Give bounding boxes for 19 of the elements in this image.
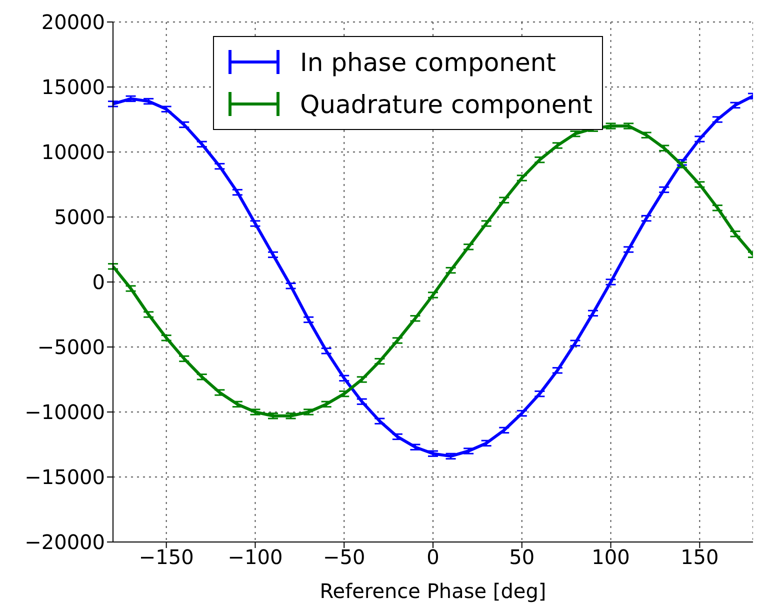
y-tick-label: −10000 — [24, 400, 105, 424]
y-tick-label: −15000 — [24, 465, 105, 490]
x-tick-label: −50 — [323, 545, 366, 570]
legend-label: Quadrature component — [300, 90, 592, 118]
y-tick-label: 15000 — [41, 75, 105, 100]
y-tick-label: 5000 — [54, 205, 105, 230]
x-axis-title: Reference Phase [deg] — [320, 579, 546, 603]
x-tick-label: 0 — [426, 545, 440, 570]
legend-label: In phase component — [300, 48, 556, 76]
y-tick-label: −20000 — [24, 530, 105, 554]
y-tick-label: 10000 — [41, 140, 105, 164]
x-tick-label: 50 — [509, 545, 535, 570]
y-tick-label: −5000 — [37, 335, 105, 360]
y-tick-label: 0 — [92, 270, 105, 294]
y-tick-label: 20000 — [41, 10, 105, 34]
x-tick-label: −150 — [138, 545, 194, 570]
x-tick-label: 100 — [592, 545, 630, 570]
x-tick-label: 150 — [680, 545, 719, 570]
x-tick-label: −100 — [228, 545, 283, 570]
